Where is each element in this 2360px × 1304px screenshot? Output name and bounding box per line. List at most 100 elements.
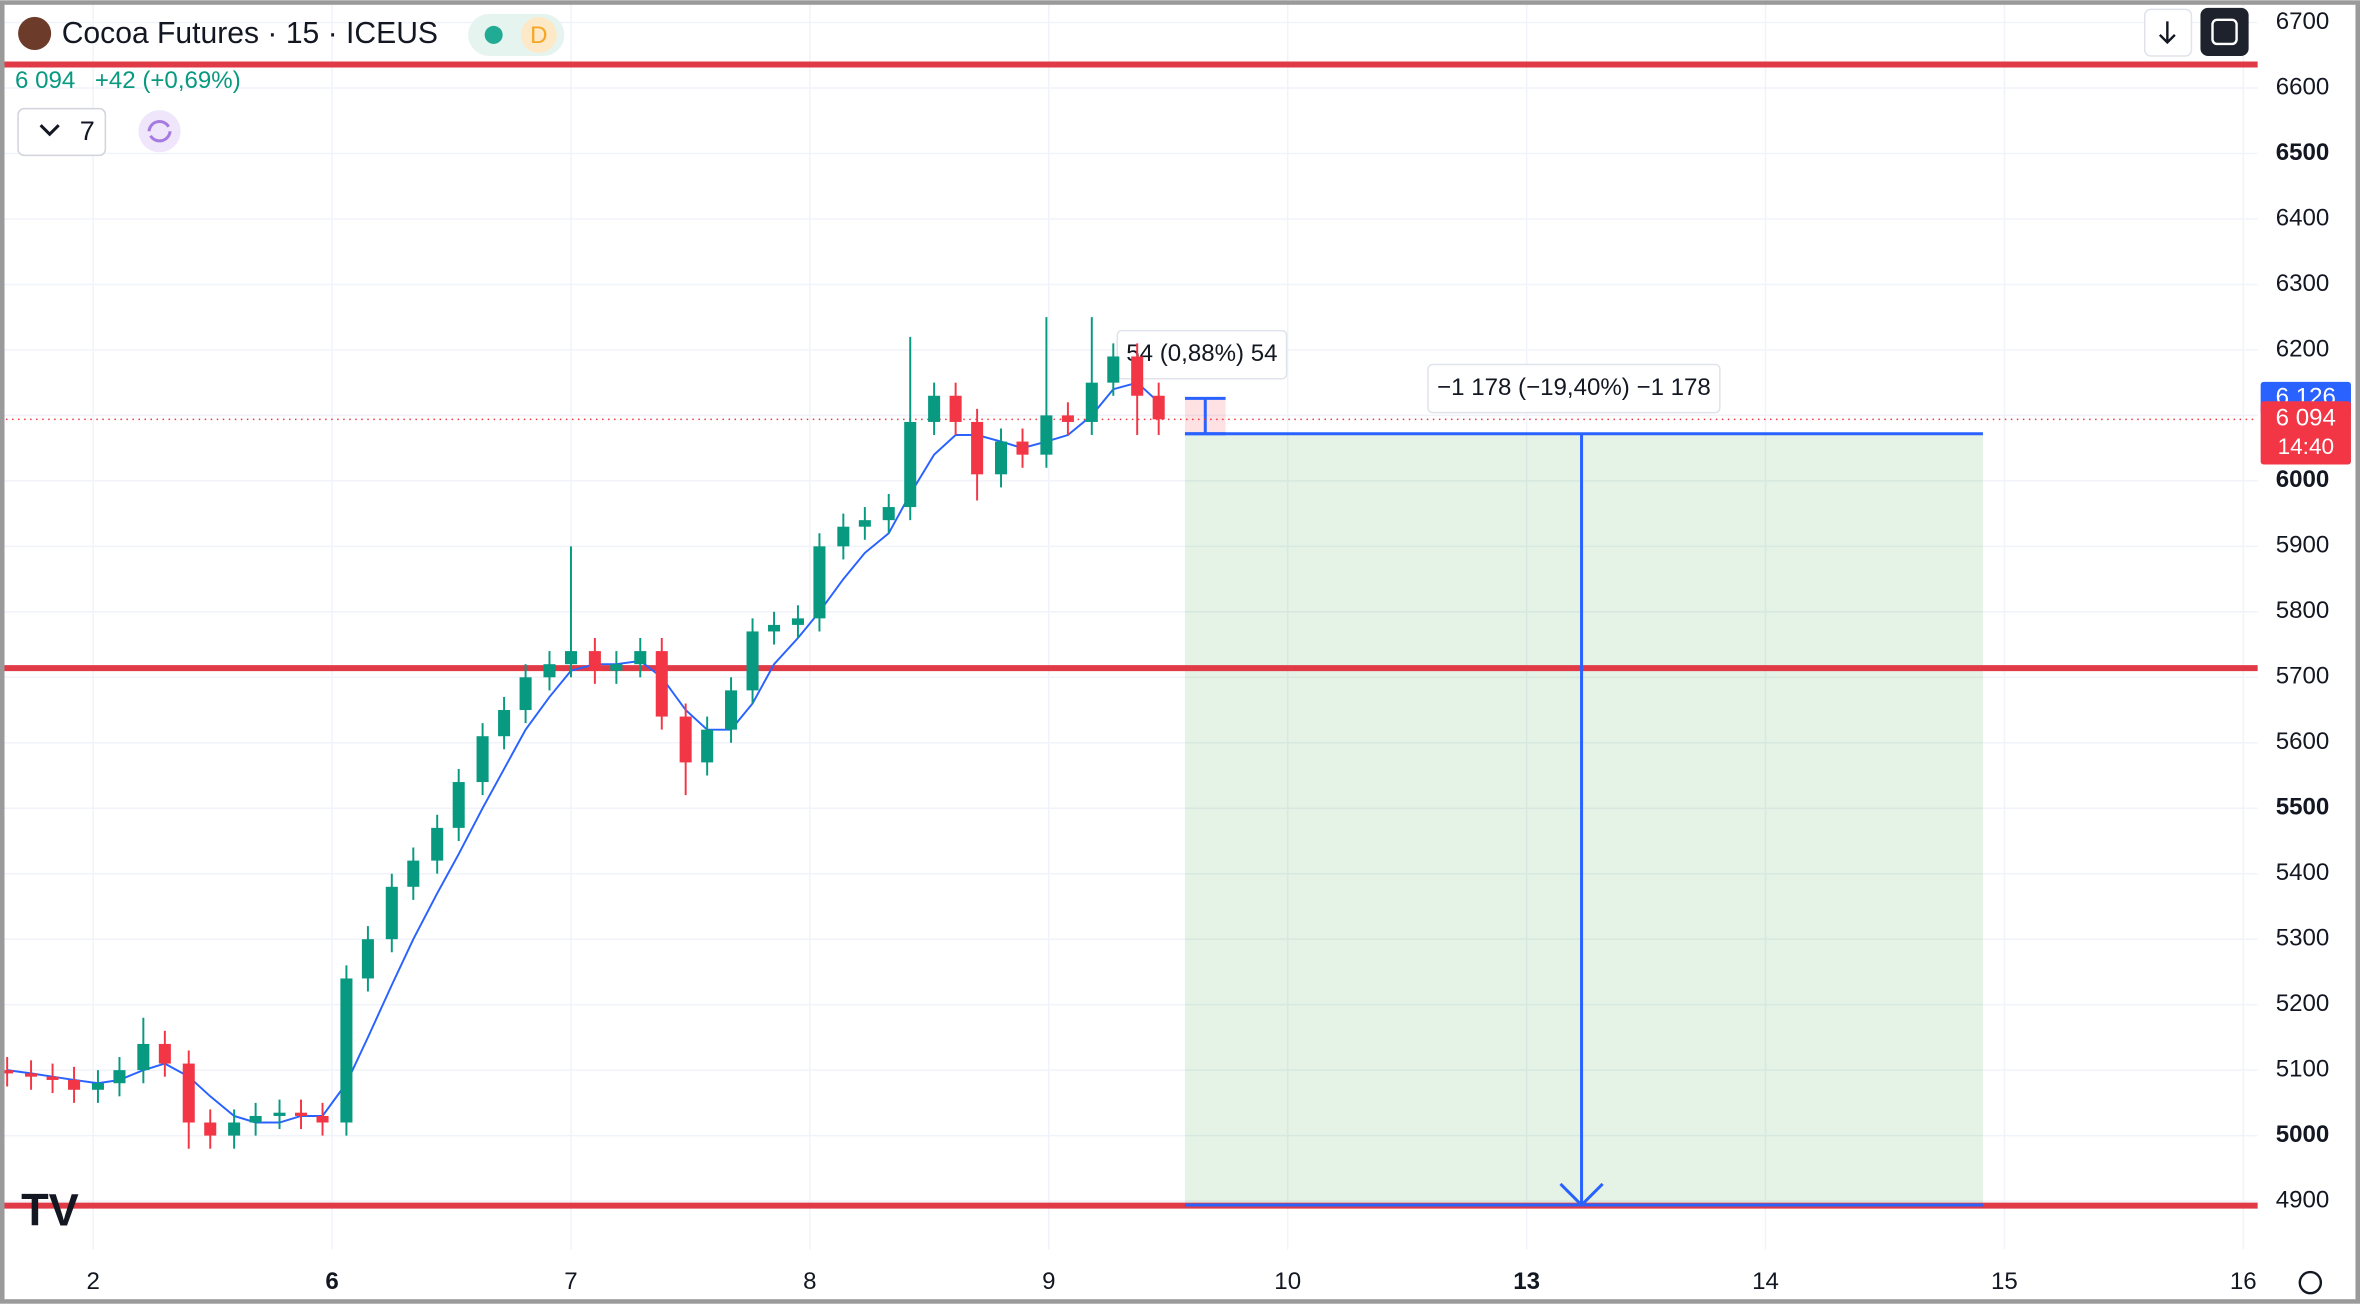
market-dot (484, 25, 503, 44)
candle-body (340, 978, 353, 1123)
candle-body (1061, 415, 1074, 422)
candle-body (725, 690, 738, 730)
candle-body (791, 618, 804, 625)
y-tick-label: 4900 (2276, 1186, 2330, 1213)
candle-body (543, 664, 556, 678)
candle-body (610, 664, 623, 671)
candle-body (228, 1122, 241, 1136)
x-tick-label: 8 (803, 1268, 816, 1295)
fullscreen-icon (2211, 18, 2238, 46)
candle-body (994, 441, 1008, 475)
y-tick-label: 5700 (2276, 663, 2330, 690)
y-tick-label: 6000 (2276, 466, 2330, 493)
candle-body (498, 710, 511, 737)
x-tick-label: 9 (1042, 1268, 1055, 1295)
countdown-label: 14:40 (2278, 434, 2334, 459)
badge-bg (520, 16, 557, 53)
x-tick-label: 14 (1752, 1268, 1779, 1295)
indicators-toggle[interactable] (17, 107, 107, 157)
candle-body (564, 651, 578, 665)
y-tick-label: 5400 (2276, 859, 2330, 886)
y-tick-label: 5000 (2276, 1121, 2330, 1148)
quote-change: +42 (+0,69%) (95, 67, 241, 94)
y-tick-label: 6200 (2276, 335, 2330, 362)
candle-body (904, 421, 917, 508)
candle-body (431, 827, 444, 861)
candle-body (91, 1083, 104, 1090)
candle-body (25, 1073, 38, 1077)
candle-body (295, 1112, 308, 1116)
candle-body (46, 1076, 59, 1080)
settings-icon[interactable] (2298, 1270, 2323, 1295)
indicators-count: 7 (80, 115, 95, 146)
arrow-down-icon (2158, 21, 2176, 45)
candle-body (1152, 395, 1165, 420)
y-tick-label: 5100 (2276, 1055, 2330, 1082)
refresh-button[interactable] (138, 110, 181, 153)
x-tick-label: 2 (86, 1268, 99, 1295)
candle-body (361, 939, 374, 979)
interval-badge: D (530, 22, 547, 49)
candle-body (204, 1122, 217, 1136)
y-tick-label: 6700 (2276, 8, 2330, 35)
projection-label: −1 178 (−19,40%) −1 178 (1437, 374, 1711, 401)
candle-body (1040, 415, 1053, 455)
moving-average (7, 381, 1160, 1124)
candle-body (407, 860, 420, 887)
y-tick-label: 5500 (2276, 794, 2330, 821)
candle-body (768, 624, 781, 632)
candle-body (971, 421, 984, 475)
candle-body (249, 1115, 262, 1123)
candle-body (655, 651, 668, 717)
candle-body (316, 1115, 329, 1123)
candle-body (519, 677, 532, 711)
chevron (39, 124, 60, 137)
axes: 4900 5000 5100 5200 5300 5400 5500 5600 5700 5800… (86, 8, 2351, 1295)
candle-body (1, 1070, 14, 1074)
candle-body (137, 1043, 150, 1071)
y-tick-label: 5200 (2276, 990, 2330, 1017)
candle-body (1085, 382, 1098, 422)
candle-body (813, 546, 826, 619)
measure-label: 54 (0,88%) 54 (1126, 340, 1277, 367)
y-tick-label: 6600 (2276, 73, 2330, 100)
candle-body (273, 1112, 286, 1116)
y-tick-label: 6300 (2276, 270, 2330, 297)
candle-body (746, 631, 759, 691)
refresh-icon (147, 120, 172, 143)
logo: TV (21, 1184, 79, 1235)
candle-body (928, 395, 941, 422)
arrow-head (1559, 1182, 1604, 1208)
measure-label-bg (1116, 329, 1288, 380)
candle-body (158, 1043, 171, 1064)
plot: −1 178 (−19,40%) −1 178 54 (0,88%) 54 (0, 61, 2258, 1209)
fullscreen-button[interactable] (2200, 7, 2249, 56)
y-tick-label: 6400 (2276, 204, 2330, 231)
candle-body (882, 507, 895, 521)
candle-body (837, 526, 850, 547)
projection-label-bg (1427, 363, 1721, 414)
candle-body (701, 729, 714, 763)
candle-body (1107, 356, 1120, 383)
quote-last: 6 094 (15, 67, 75, 94)
y-tick-label: 5300 (2276, 925, 2330, 952)
x-tick-label: 16 (2230, 1268, 2257, 1295)
chart-title: Cocoa Futures · 15 · ICEUS (62, 17, 438, 50)
last-price-badge (2260, 401, 2351, 465)
last-price-label: 6 094 (2276, 405, 2336, 432)
projection-area (1184, 433, 1983, 1206)
candle-body (182, 1063, 195, 1123)
y-tick-label: 5800 (2276, 597, 2330, 624)
candle-body (68, 1079, 81, 1090)
candle-body (385, 886, 398, 940)
candle-body (858, 520, 871, 527)
candle-body (634, 651, 647, 665)
candle-body (949, 395, 962, 422)
y-tick-label: 5600 (2276, 728, 2330, 755)
candle-body (1016, 441, 1029, 455)
y-tick-label: 5900 (2276, 532, 2330, 559)
